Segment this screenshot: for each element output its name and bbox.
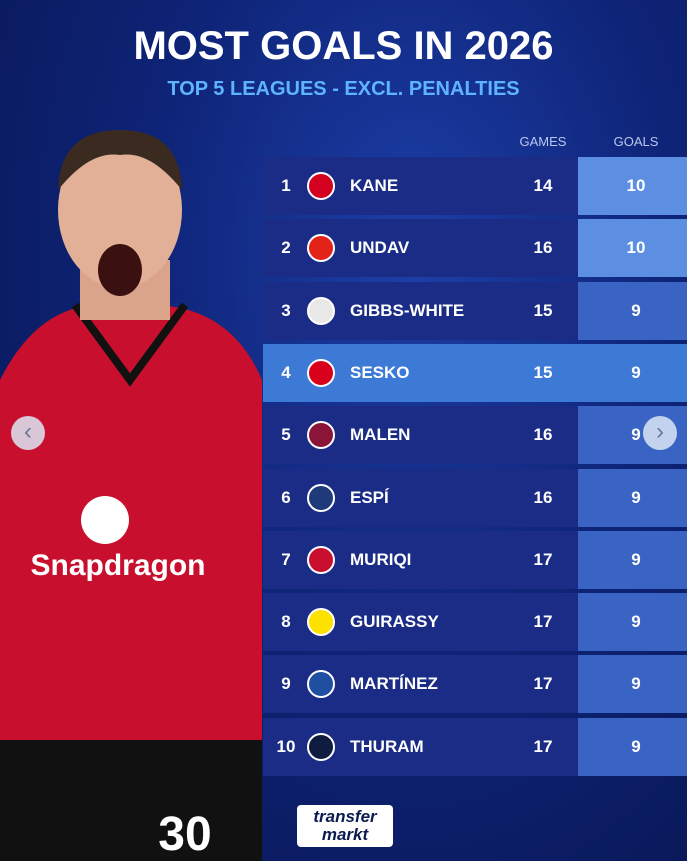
player-name: UNDAV (350, 238, 410, 258)
goals: 9 (631, 612, 641, 632)
games: 16 (533, 425, 553, 445)
games: 16 (533, 238, 553, 258)
player-name: GIBBS-WHITE (350, 300, 465, 320)
player-photo: Snapdragon 30 (0, 130, 262, 861)
games: 16 (533, 487, 553, 507)
table-row: 6 ESPÍ 16 9 (263, 468, 687, 527)
rank: 3 (281, 300, 291, 320)
next-button[interactable]: › (643, 416, 677, 450)
goals: 9 (631, 549, 641, 569)
rank: 9 (281, 674, 291, 694)
club-badge (307, 234, 335, 263)
club-badge (307, 172, 335, 200)
table-row: 9 MARTÍNEZ 17 9 (263, 655, 687, 714)
table-row: 1 KANE 14 10 (263, 157, 687, 215)
rank: 5 (281, 425, 291, 445)
column-header: GAMES (519, 134, 567, 149)
club-badge (307, 358, 335, 387)
goals: 9 (631, 300, 641, 320)
subtitle: TOP 5 LEAGUES - EXCL. PENALTIES (167, 78, 520, 100)
title: MOST GOALS IN 2026 (133, 24, 554, 68)
logo-line: transfer (313, 807, 377, 826)
goals: 9 (631, 362, 641, 382)
player-name: ESPÍ (350, 487, 389, 507)
games: 15 (533, 300, 553, 320)
player-name: THURAM (350, 736, 424, 756)
player-name: KANE (350, 176, 399, 195)
club-badge (307, 545, 335, 574)
shirt-number: 30 (158, 808, 211, 861)
games: 17 (533, 736, 553, 756)
table-row: 10 THURAM 17 9 (263, 717, 687, 776)
goals: 10 (626, 238, 646, 258)
games: 14 (533, 176, 553, 195)
games: 15 (533, 362, 553, 382)
goals-cell-bg (578, 157, 687, 215)
goals-cell-bg (578, 717, 687, 776)
goals: 9 (631, 674, 641, 694)
rank: 6 (281, 487, 291, 507)
table-row: 4 SESKO 15 9 (263, 343, 687, 402)
goals-cell-bg (578, 468, 687, 527)
player-name: GUIRASSY (350, 612, 439, 632)
goals-cell-bg (578, 655, 687, 714)
shirt-sponsor: Snapdragon (30, 549, 205, 582)
rank: 2 (281, 238, 291, 258)
club-badge (307, 608, 335, 637)
goals-cell-bg (578, 281, 687, 340)
player-name: MALEN (350, 425, 411, 445)
table-row: 5 MALEN 16 9 (263, 406, 687, 465)
logo-line: markt (321, 825, 369, 844)
player-name: SESKO (350, 362, 410, 382)
club-badge (307, 670, 335, 699)
club-badge (307, 483, 335, 512)
goals-cell-bg (578, 593, 687, 652)
logo: transfer markt (297, 805, 393, 847)
goals-cell-bg (578, 530, 687, 589)
rank: 7 (281, 549, 291, 569)
club-badge (307, 732, 335, 761)
prev-button[interactable]: ‹ (11, 416, 45, 450)
goals: 9 (631, 736, 641, 756)
rank: 1 (281, 176, 291, 195)
column-header: GOALS (613, 134, 659, 149)
table-row: 3 GIBBS-WHITE 15 9 (263, 281, 687, 340)
player-name: MARTÍNEZ (350, 674, 438, 694)
goals-cell-bg (578, 219, 687, 278)
games: 17 (533, 674, 553, 694)
games: 17 (533, 549, 553, 569)
games: 17 (533, 612, 553, 632)
player-name: MURIQI (350, 549, 412, 569)
rank: 10 (276, 736, 296, 756)
goals: 10 (626, 176, 646, 195)
rank: 4 (281, 362, 291, 382)
table-row: 2 UNDAV 16 10 (263, 219, 687, 278)
goals: 9 (631, 487, 641, 507)
table-row: 7 MURIQI 17 9 (263, 530, 687, 589)
rank: 8 (281, 612, 291, 632)
club-badge (307, 421, 335, 450)
table-row: 8 GUIRASSY 17 9 (263, 593, 687, 652)
club-badge (307, 296, 335, 325)
goals: 9 (631, 425, 641, 445)
